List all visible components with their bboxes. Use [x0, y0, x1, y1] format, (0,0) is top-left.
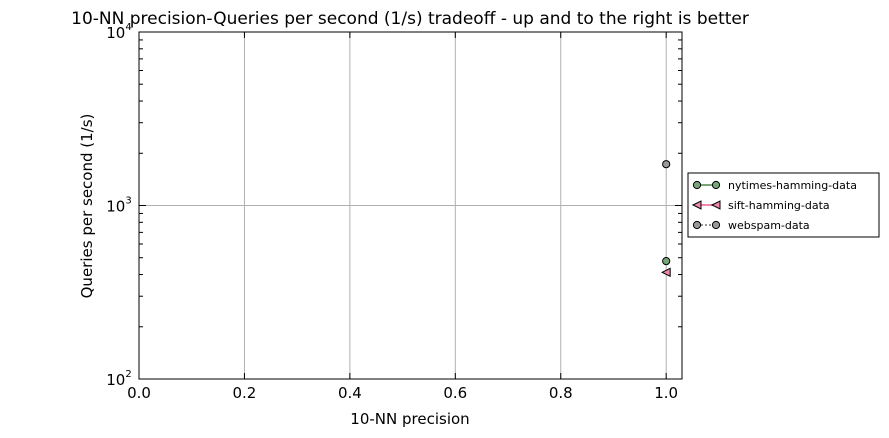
y-tick-exponent: 3 — [125, 196, 131, 207]
y-tick-label: 104 — [106, 22, 131, 42]
y-axis-label: Queries per second (1/s) — [78, 114, 96, 299]
x-axis-label: 10-NN precision — [350, 410, 469, 428]
x-tick-label: 0.4 — [338, 384, 362, 402]
data-point-sift-hamming-data — [661, 267, 671, 278]
data-points — [661, 160, 671, 278]
x-tick-label: 0.2 — [233, 384, 257, 402]
plot-area — [138, 31, 683, 380]
x-tick-label: 0.0 — [127, 384, 151, 402]
y-tick-exponent: 4 — [125, 22, 131, 33]
legend-marker-sift-hamming-data — [710, 200, 721, 210]
legend-marker-webspam-data — [692, 220, 702, 230]
chart-title: 10-NN precision-Queries per second (1/s)… — [71, 9, 749, 29]
y-tick-exponent: 2 — [125, 369, 131, 380]
y-tick-base: 10 — [106, 198, 125, 216]
legend-label-sift-hamming-data: sift-hamming-data — [728, 199, 830, 212]
legend-marker-webspam-data — [711, 220, 721, 230]
x-tick-label: 1.0 — [654, 384, 678, 402]
y-tick-base: 10 — [106, 24, 125, 42]
data-point-nytimes-hamming-data — [662, 257, 671, 266]
legend: nytimes-hamming-data sift-hamming-data web… — [687, 172, 880, 238]
legend-marker-sift-hamming-data — [691, 200, 702, 210]
legend-label-webspam-data: webspam-data — [728, 219, 810, 232]
x-tick-label: 0.6 — [443, 384, 467, 402]
y-tick-base: 10 — [106, 371, 125, 389]
legend-marker-nytimes-hamming-data — [692, 180, 702, 190]
y-tick-label: 102 — [106, 369, 131, 389]
grid — [138, 31, 682, 380]
data-point-webspam-data — [662, 160, 671, 169]
legend-label-nytimes-hamming-data: nytimes-hamming-data — [728, 179, 857, 192]
legend-marker-nytimes-hamming-data — [711, 180, 721, 190]
y-tick-label: 103 — [106, 196, 131, 216]
x-tick-label: 0.8 — [549, 384, 573, 402]
